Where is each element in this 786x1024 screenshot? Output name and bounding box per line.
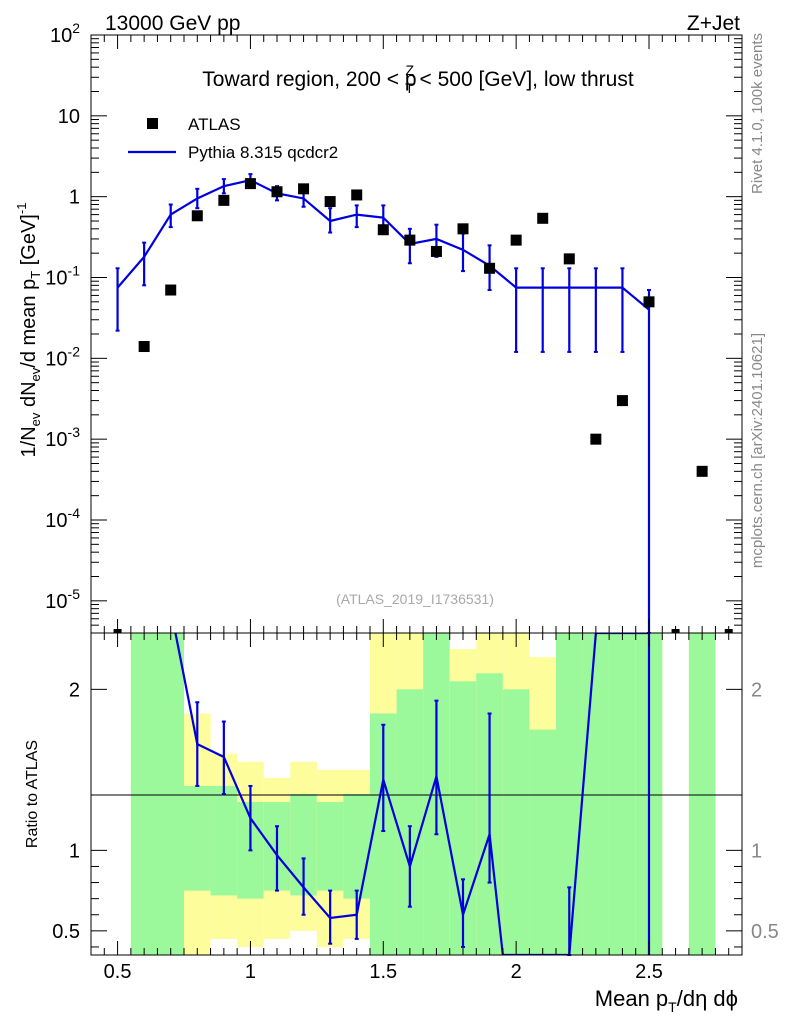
atlas-data-point: [218, 194, 230, 206]
ratio-y-tick-label-right: 1: [751, 840, 762, 862]
ratio-y-tick-label: 1: [69, 840, 80, 862]
atlas-data-point: [457, 223, 469, 235]
ratio-tick-labels: 0.5 0.5 1 1 2 2 0.5 1 1.5 2 2.5: [52, 679, 779, 983]
watermark: (ATLAS_2019_I1736531): [336, 591, 494, 607]
main-ticks: [91, 34, 742, 634]
legend-atlas-label: ATLAS: [188, 115, 241, 134]
title-post: < 500 [GeV], low thrust: [414, 68, 634, 91]
title-sup: Z: [406, 62, 415, 78]
xlabel-pre: Mean p: [595, 986, 668, 1011]
atlas-data-point: [643, 296, 655, 308]
atlas-data-point: [537, 212, 549, 224]
ratio-panel: 0.5 0.5 1 1 2 2 0.5 1 1.5 2 2.5 Ratio to ATLAS Mea…: [24, 632, 779, 1015]
main-y-tick-label: 10-1: [45, 262, 80, 289]
ratio-band-green: [502, 689, 530, 955]
atlas-data-point: [377, 224, 389, 236]
atlas-data-point: [590, 433, 602, 445]
atlas-data-point: [484, 262, 496, 274]
atlas-data-point: [616, 395, 628, 407]
title-pre: Toward region, 200 < p: [202, 68, 416, 91]
ratio-band-green: [130, 633, 184, 955]
ratio-ylabel: Ratio to ATLAS: [24, 740, 41, 848]
ratio-band-green: [316, 802, 344, 891]
ratio-band-green: [396, 689, 424, 955]
chart-title: Toward region, 200 < pZ T < 500 [GeV], lo…: [202, 62, 634, 96]
x-tick-label: 2: [511, 961, 522, 983]
ratio-band-green: [688, 633, 716, 955]
main-content: [113, 173, 733, 634]
ratio-bands: [130, 633, 716, 955]
atlas-data-point: [351, 189, 363, 201]
atlas-data-point: [696, 465, 708, 477]
ratio-y-tick-label-right: 2: [751, 679, 762, 701]
main-panel: 102 10 1 10-1 10-2 10-3 10-4 10-5 Toward region…: [14, 20, 743, 634]
atlas-data-point: [271, 186, 283, 198]
main-y-tick-label: 1: [69, 187, 80, 209]
xlabel-post: /dη dϕ: [677, 986, 738, 1011]
atlas-data-point: [298, 183, 310, 195]
ratio-band-green: [184, 785, 211, 891]
ratio-y-tick-label: 0.5: [52, 921, 80, 943]
ratio-y-tick-label-right: 0.5: [751, 921, 779, 943]
main-y-tick-labels: 102 10 1 10-1 10-2 10-3 10-4 10-5: [45, 20, 80, 613]
atlas-data-point: [165, 284, 177, 296]
x-axis-label: Mean pT/dη dϕ: [595, 986, 738, 1015]
title-sub: T: [405, 80, 414, 96]
main-ylabel: 1/Nev dNev/d mean pT [GeV]-1: [14, 203, 43, 458]
legend-atlas-marker: [147, 118, 158, 129]
main-y-tick-label: 10: [58, 106, 80, 128]
ratio-y-tick-label: 2: [69, 679, 80, 701]
main-y-tick-label: 10-4: [45, 505, 80, 532]
xlabel-sub: T: [668, 999, 677, 1015]
x-tick-label: 1.5: [369, 961, 397, 983]
main-y-tick-label: 10-3: [45, 424, 80, 451]
main-y-tick-label: 10-5: [45, 586, 80, 613]
ratio-content: [174, 633, 651, 956]
ratio-band-green: [582, 633, 610, 955]
atlas-data-point: [138, 341, 150, 353]
ratio-frame: [90, 632, 743, 956]
ratio-band-green: [210, 785, 238, 896]
mcplots-label: mcplots.cern.ch [arXiv:2401.10621]: [749, 333, 766, 568]
atlas-data-point: [510, 234, 522, 246]
ratio-ticks: [91, 633, 742, 955]
legend-mc-label: Pythia 8.315 qcdcr2: [188, 143, 338, 162]
header-right: Z+Jet: [687, 12, 740, 35]
atlas-data-point: [430, 245, 442, 257]
atlas-data-point: [324, 196, 336, 208]
atlas-data-point: [244, 178, 256, 190]
main-y-tick-label: 102: [50, 20, 80, 47]
x-tick-label: 0.5: [104, 961, 132, 983]
atlas-data-point: [404, 234, 416, 246]
x-tick-label: 1: [245, 961, 256, 983]
main-y-tick-label: 10-2: [45, 343, 80, 370]
x-tick-label: 2.5: [635, 961, 663, 983]
mc-series-line: [116, 179, 650, 311]
ratio-band-green: [609, 633, 636, 955]
ratio-band-green: [529, 729, 556, 955]
atlas-data-point: [563, 253, 575, 265]
header-left: 13000 GeV pp: [105, 12, 240, 35]
atlas-data-point: [191, 210, 203, 222]
legend: ATLAS Pythia 8.315 qcdcr2: [128, 115, 338, 162]
rivet-label: Rivet 4.1.0, 100k events: [749, 33, 766, 194]
ratio-band-green: [343, 794, 370, 899]
